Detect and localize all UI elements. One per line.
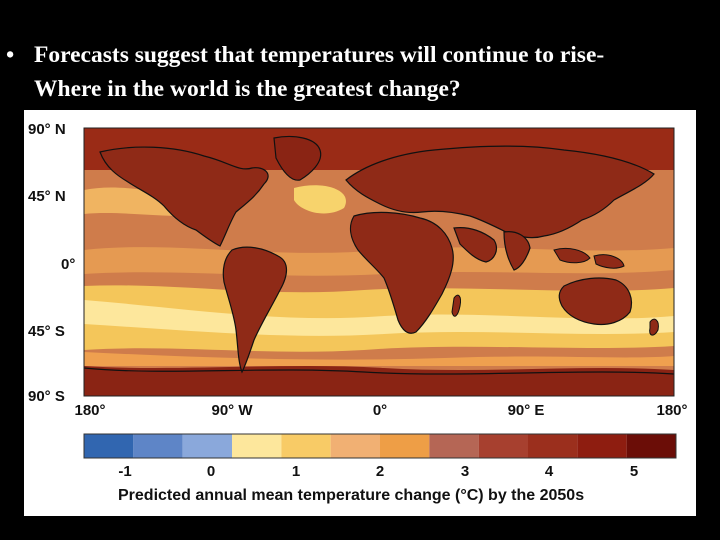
legend-swatch — [626, 434, 676, 458]
south-america — [222, 246, 288, 374]
lat-label-90s: 90° S — [28, 388, 65, 405]
world-map: 90° N 45° N 0° 45° S 90° S 180° 90° W 0°… — [28, 121, 688, 504]
lon-label-180e: 180° — [656, 402, 687, 419]
legend-color-bar — [84, 434, 676, 458]
lon-label-90e: 90° E — [508, 402, 545, 419]
greenland — [273, 135, 322, 181]
australia — [558, 277, 633, 326]
lon-label-0: 0° — [373, 402, 387, 419]
legend-swatch — [380, 434, 430, 458]
antarctica-warming — [84, 366, 674, 396]
legend-swatch — [429, 434, 479, 458]
legend-swatch — [281, 434, 331, 458]
temperature-field — [84, 128, 674, 396]
lat-label-45n: 45° N — [28, 188, 66, 205]
bullet: • — [6, 42, 15, 68]
question-line-1: Forecasts suggest that temperatures will… — [34, 42, 605, 68]
lat-label-45s: 45° S — [28, 323, 65, 340]
north-america — [99, 146, 269, 247]
legend-swatch — [182, 434, 232, 458]
eurasia — [345, 145, 655, 239]
lon-label-180w: 180° — [74, 402, 105, 419]
legend-swatch — [330, 434, 380, 458]
legend-title: Predicted annual mean temperature change… — [118, 487, 584, 504]
africa — [349, 211, 454, 334]
legend-tick-0: 0 — [207, 463, 215, 480]
lat-label-90n: 90° N — [28, 121, 66, 138]
legend-tick-4: 4 — [545, 463, 554, 480]
legend-tick-5: 5 — [630, 463, 638, 480]
legend-swatch — [133, 434, 183, 458]
legend-tick-2: 2 — [376, 463, 384, 480]
legend-tick-3: 3 — [461, 463, 469, 480]
legend-swatch — [232, 434, 282, 458]
legend-swatch — [84, 434, 134, 458]
lon-label-90w: 90° W — [211, 402, 253, 419]
legend-tick-neg1: -1 — [118, 463, 131, 480]
legend-swatch — [577, 434, 627, 458]
question-line-2: Where in the world is the greatest chang… — [34, 76, 461, 102]
legend-swatch — [528, 434, 578, 458]
legend-tick-1: 1 — [292, 463, 300, 480]
lat-label-0: 0° — [61, 256, 75, 273]
temperature-change-figure: 90° N 45° N 0° 45° S 90° S 180° 90° W 0°… — [24, 110, 696, 516]
legend-swatch — [478, 434, 528, 458]
